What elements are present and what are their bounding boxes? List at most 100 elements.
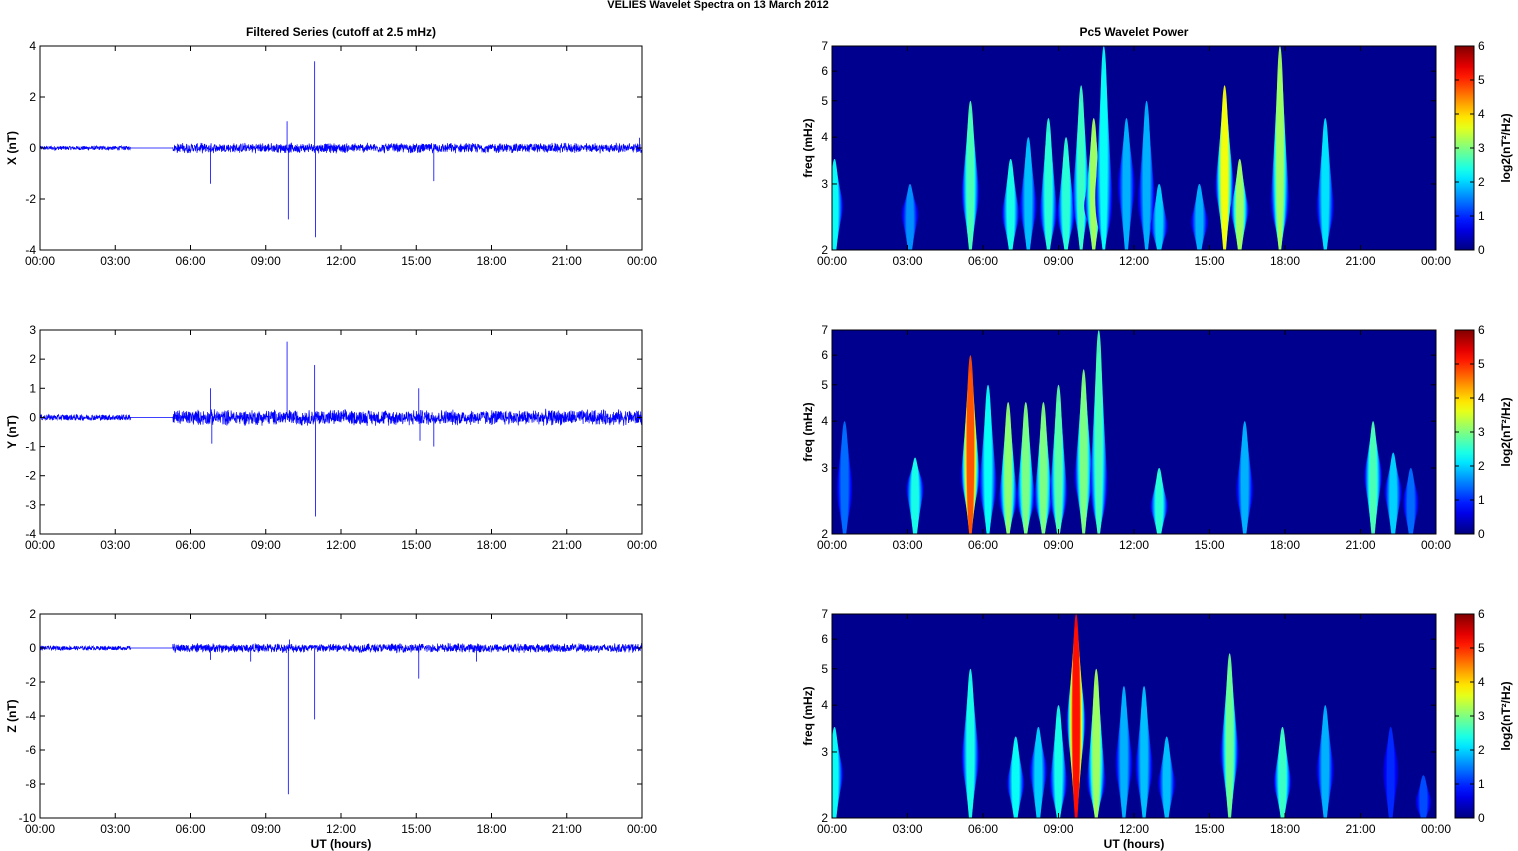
filtered-x-trace [39,142,643,154]
wavelet-y-ytick-label: 6 [821,348,828,362]
wavelet-x-xtick-label: 15:00 [1194,254,1224,268]
filtered-y-xtick-label: 15:00 [401,538,431,552]
filtered-y-plot-area [40,330,642,534]
wavelet-y-burst [1384,452,1402,534]
wavelet-y-colorbar-tick-label: 6 [1478,323,1485,337]
filtered-y-xtick-label: 06:00 [175,538,205,552]
filtered-x-xtick-label: 03:00 [100,254,130,268]
wavelet-x-background [832,46,1436,250]
filtered-x-ytick-label: -4 [25,243,36,257]
wavelet-z-colorbar-tick-label: 6 [1478,607,1485,621]
wavelet-z-xlabel: UT (hours) [1104,837,1165,851]
wavelet-y-burst-level [984,384,992,534]
wavelet-y-burst [998,401,1018,534]
wavelet-y-ytick-label: 5 [821,378,828,392]
wavelet-x-burst-level [1155,183,1163,250]
wavelet-x-burst [1190,183,1209,250]
wavelet-x-xtick-label: 06:00 [968,254,998,268]
wavelet-y-burst-level [1407,467,1415,534]
filtered-y-ytick-label: -4 [25,527,36,541]
wavelet-y-burst [1074,369,1094,534]
wavelet-y-burst-level [1022,401,1030,534]
filtered-z-xtick-label: 03:00 [100,822,130,836]
wavelet-x-panel: 2 3 4 5 6 7 00:00 03:00 06:00 09:00 12:00 15:00 18:0… [801,25,1513,268]
filtered-z-xlabel: UT (hours) [311,837,372,851]
wavelet-z-burst [1115,685,1133,818]
wavelet-z-burst-level [1162,736,1171,818]
wavelet-y-background [832,330,1436,534]
filtered-z-xtick-label: 21:00 [552,822,582,836]
filtered-z-panel: -10 -8 -6 -4 -2 0 2 00:00 03:00 06:00 09:00 12:00 15… [5,607,657,851]
filtered-x-xtick-label: 09:00 [251,254,281,268]
wavelet-y-colorbar-tick-label: 3 [1478,425,1485,439]
wavelet-x-burst [1095,46,1113,250]
wavelet-z-xtick-label: 00:00 [1421,822,1451,836]
wavelet-z-ylabel: freq (mHz) [801,686,815,745]
wavelet-z-burst-level [1120,685,1128,818]
filtered-x-title: Filtered Series (cutoff at 2.5 mHz) [246,25,436,39]
wavelet-y-xtick-label: 09:00 [1043,538,1073,552]
wavelet-y-burst-level [911,457,919,534]
wavelet-x-xtick-label: 00:00 [1421,254,1451,268]
wavelet-y-burst [1150,467,1168,534]
wavelet-z-burst-level [1386,726,1395,818]
wavelet-z-burst [961,668,979,818]
wavelet-z-colorbar-tick-label: 2 [1478,743,1485,757]
filtered-z-ytick-label: 2 [29,607,36,621]
wavelet-x-burst [1138,100,1156,250]
filtered-x-xtick-label: 00:00 [627,254,657,268]
wavelet-y-burst-level [840,421,849,534]
wavelet-y-xtick-label: 06:00 [968,538,998,552]
wavelet-z-ytick-label: 5 [821,662,828,676]
wavelet-x-colorbar-tick-label: 6 [1478,39,1485,53]
wavelet-z-burst [1086,668,1106,818]
wavelet-x-colorbar-tick-label: 3 [1478,141,1485,155]
filtered-y-xtick-label: 00:00 [627,538,657,552]
wavelet-y-panel: 2 3 4 5 6 7 00:00 03:00 06:00 09:00 12:00 15:00 18:0… [801,323,1513,552]
wavelet-y-burst [1049,384,1068,534]
wavelet-x-burst-level [1100,46,1108,250]
wavelet-x-burst [1316,117,1334,250]
filtered-z-ytick-label: -2 [25,675,36,689]
wavelet-z-burst [1029,726,1047,818]
wavelet-y-colorbar-tick-label: 4 [1478,391,1485,405]
wavelet-z-burst-level [1092,668,1100,818]
wavelet-x-xtick-label: 00:00 [817,254,847,268]
wavelet-y-burst [1016,401,1036,534]
wavelet-z-burst-level [966,668,975,818]
wavelet-y-burst-level [966,355,975,534]
wavelet-x-colorbar-tick-label: 0 [1478,243,1485,257]
wavelet-x-ytick-label: 6 [821,64,828,78]
wavelet-x-burst-level [1044,117,1053,250]
filtered-z-xtick-label: 09:00 [251,822,281,836]
wavelet-x-burst-level [1062,137,1070,250]
wavelet-z-burst [1220,653,1240,818]
wavelet-x-colorbar-label: log2(nT²/Hz) [1499,113,1513,182]
wavelet-z-burst [1383,726,1399,818]
wavelet-y-burst [1364,421,1382,534]
wavelet-x-burst-level [1142,100,1151,250]
filtered-y-xtick-label: 03:00 [100,538,130,552]
filtered-y-xtick-label: 18:00 [476,538,506,552]
wavelet-z-burst [1316,705,1334,818]
wavelet-y-burst-level [1240,421,1249,534]
wavelet-x-xtick-label: 12:00 [1119,254,1149,268]
wavelet-x-colorbar-tick-label: 4 [1478,107,1485,121]
wavelet-y-burst-level [1369,421,1377,534]
wavelet-z-colorbar-label: log2(nT²/Hz) [1499,681,1513,750]
wavelet-z-bursts [832,614,1432,818]
wavelet-z-burst-level [1140,685,1148,818]
wavelet-z-burst [1273,726,1292,818]
wavelet-z-xtick-label: 06:00 [968,822,998,836]
wavelet-x-burst [1215,85,1235,250]
wavelet-z-panel: 2 3 4 5 6 7 00:00 03:00 06:00 09:00 12:00 15:00 18:0… [801,607,1513,851]
wavelet-y-burst-level [1389,452,1397,534]
wavelet-z-burst-level [1278,726,1287,818]
wavelet-x-burst [961,100,979,250]
filtered-y-ylabel: Y (nT) [5,415,19,449]
wavelet-z-background [832,614,1436,818]
wavelet-z-xtick-label: 09:00 [1043,822,1073,836]
filtered-x-xtick-label: 15:00 [401,254,431,268]
filtered-x-ytick-label: 0 [29,141,36,155]
wavelet-x-burst [832,158,844,250]
